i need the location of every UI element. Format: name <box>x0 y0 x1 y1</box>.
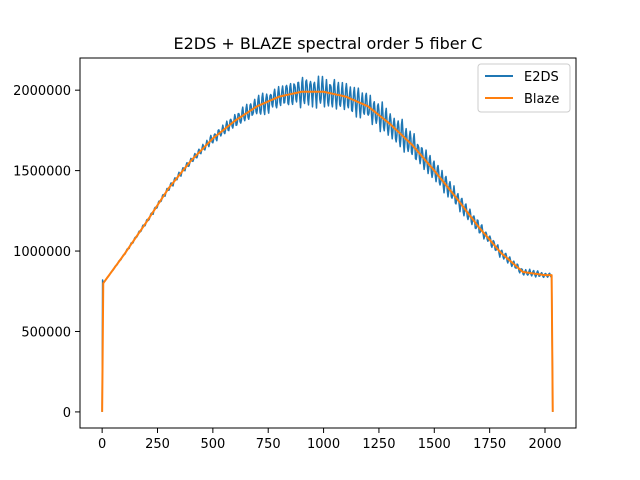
y-tick-label: 500000 <box>21 325 71 340</box>
y-tick-label: 1000000 <box>13 245 71 260</box>
x-tick-label: 500 <box>200 437 225 452</box>
y-tick-label: 2000000 <box>13 84 71 99</box>
x-tick-label: 1750 <box>473 437 506 452</box>
y-tick-label: 0 <box>63 406 71 421</box>
legend: E2DS Blaze <box>477 63 571 113</box>
x-tick-label: 0 <box>98 437 106 452</box>
x-axis: 0 250 500 750 1000 1250 1500 1750 2000 <box>98 428 562 452</box>
chart-title: E2DS + BLAZE spectral order 5 fiber C <box>174 34 483 53</box>
x-tick-label: 1500 <box>418 437 451 452</box>
legend-label-blaze: Blaze <box>524 92 559 107</box>
series-layer <box>101 75 554 412</box>
x-tick-label: 2000 <box>528 437 561 452</box>
x-tick-label: 1250 <box>362 437 395 452</box>
x-tick-label: 750 <box>256 437 281 452</box>
x-tick-label: 250 <box>145 437 170 452</box>
legend-label-e2ds: E2DS <box>524 70 559 85</box>
y-axis: 0 500000 1000000 1500000 2000000 <box>13 84 80 421</box>
plot-area <box>79 57 577 429</box>
series-line-e2ds <box>101 75 554 412</box>
y-tick-label: 1500000 <box>13 165 71 180</box>
x-tick-label: 1000 <box>307 437 340 452</box>
series-line-blaze <box>101 90 554 412</box>
axes-frame <box>79 57 577 429</box>
